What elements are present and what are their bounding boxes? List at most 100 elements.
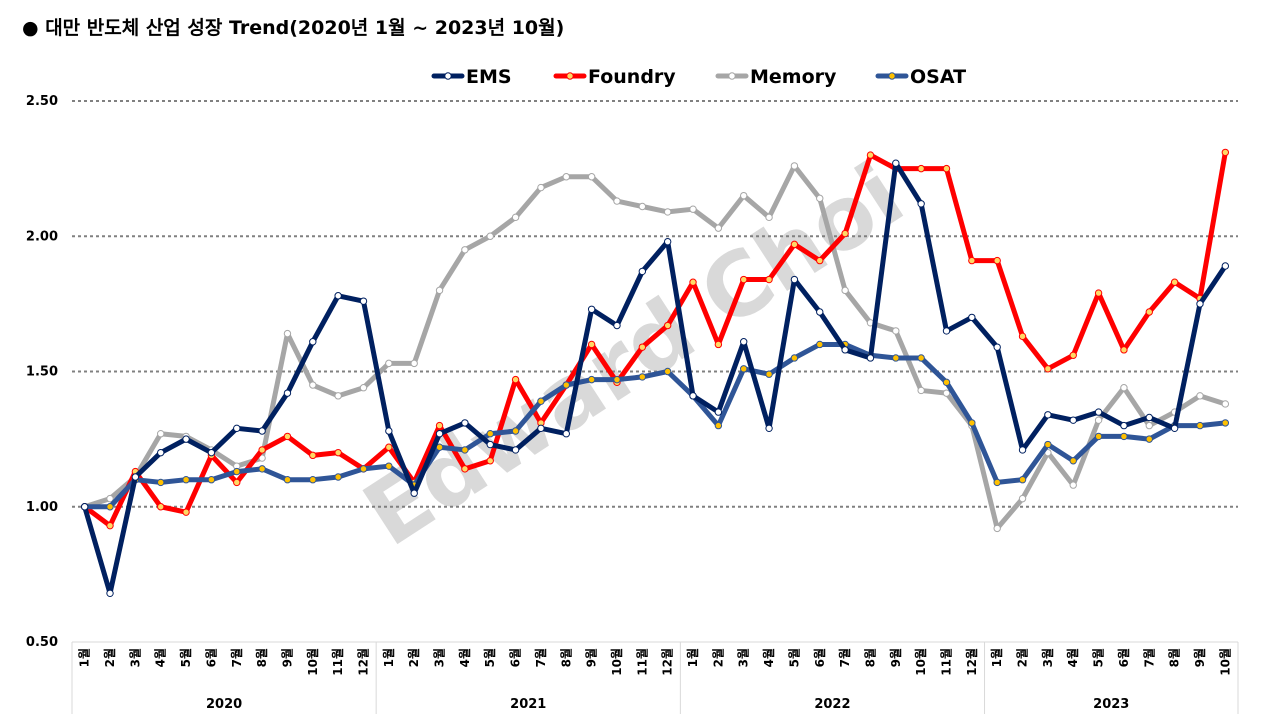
data-point	[613, 375, 621, 384]
data-point	[385, 359, 393, 368]
data-point	[1018, 332, 1027, 341]
data-point	[562, 173, 570, 181]
data-point	[740, 365, 748, 373]
data-point	[1221, 400, 1230, 408]
data-point	[359, 384, 368, 392]
data-point	[182, 476, 190, 484]
x-month-label: 3월	[127, 648, 142, 667]
legend-label: Memory	[750, 66, 837, 88]
data-point	[790, 162, 799, 170]
data-point	[1094, 289, 1103, 297]
x-month-label: 8월	[1167, 648, 1182, 667]
x-month-label: 1월	[989, 648, 1004, 667]
x-month-label: 10월	[305, 648, 320, 676]
data-point	[435, 421, 444, 430]
data-point	[1018, 494, 1027, 503]
x-month-label: 7월	[1141, 648, 1156, 667]
legend-label: EMS	[466, 66, 512, 88]
data-point	[461, 419, 469, 427]
data-point	[486, 457, 494, 465]
data-point	[1170, 278, 1179, 286]
x-month-label: 4월	[457, 648, 472, 667]
data-point	[917, 386, 925, 395]
data-point	[1145, 308, 1153, 316]
data-point	[157, 503, 165, 511]
data-point	[816, 308, 824, 316]
data-point	[334, 448, 342, 457]
data-point	[283, 389, 292, 397]
data-point	[892, 327, 900, 335]
legend-marker	[888, 72, 896, 80]
data-point	[968, 419, 976, 427]
data-point	[1221, 262, 1230, 270]
data-point	[334, 473, 342, 481]
data-point	[841, 346, 849, 354]
legend-label: OSAT	[910, 66, 966, 88]
data-point	[790, 354, 799, 362]
data-point	[283, 329, 292, 338]
x-month-label: 9월	[1192, 648, 1207, 667]
x-month-label: 11월	[634, 648, 649, 676]
data-point	[689, 205, 697, 213]
x-month-label: 1월	[381, 648, 396, 667]
data-point	[942, 389, 951, 397]
data-point	[537, 397, 545, 405]
data-point	[1069, 481, 1077, 489]
data-point	[1120, 421, 1128, 430]
data-point	[740, 275, 748, 284]
data-point	[866, 354, 875, 362]
data-point	[1196, 392, 1204, 400]
data-point	[309, 381, 317, 389]
data-point	[435, 286, 444, 295]
data-point	[537, 424, 545, 433]
x-month-label: 6월	[203, 648, 218, 667]
data-point	[993, 478, 1001, 487]
y-tick-label: 1.00	[26, 500, 58, 515]
x-month-label: 4월	[1065, 648, 1080, 667]
data-point	[385, 427, 393, 435]
x-month-label: 8월	[558, 648, 573, 667]
data-point	[309, 451, 317, 460]
series-ems	[80, 159, 1230, 598]
y-axis-ticks: 0.50 1.00 1.50 2.00 2.50	[26, 94, 58, 650]
data-point	[283, 476, 292, 484]
data-point	[1120, 346, 1128, 354]
x-month-label: 10월	[913, 648, 928, 676]
y-tick-label: 0.50	[26, 635, 58, 650]
data-point	[359, 297, 368, 305]
data-point	[638, 343, 647, 351]
data-point	[233, 467, 241, 476]
x-month-label: 10월	[1217, 648, 1232, 676]
legend-marker	[444, 72, 452, 80]
data-point	[309, 338, 317, 346]
legend-label: Foundry	[588, 66, 676, 88]
data-point	[587, 340, 596, 349]
data-point	[461, 446, 469, 454]
data-point	[1145, 421, 1153, 430]
data-point	[1145, 413, 1153, 422]
chart-title: ● 대만 반도체 산업 성장 Trend(2020년 1월 ~ 2023년 10…	[22, 17, 564, 39]
data-point	[765, 370, 773, 378]
legend-item-osat: OSAT	[875, 66, 966, 88]
data-point	[1094, 408, 1103, 416]
legend: EMS Foundry Memory OSAT	[431, 66, 966, 88]
data-point	[816, 340, 824, 349]
x-month-label: 10월	[609, 648, 624, 676]
data-point	[866, 151, 875, 159]
data-point	[511, 213, 520, 222]
data-point	[486, 430, 494, 438]
data-point	[461, 246, 469, 254]
data-point	[258, 465, 266, 473]
data-point	[207, 476, 216, 484]
x-month-label: 7월	[837, 648, 852, 667]
data-point	[309, 476, 317, 484]
data-point	[663, 208, 672, 216]
x-year-label: 2023	[1093, 697, 1129, 712]
data-point	[1221, 419, 1230, 427]
data-point	[968, 313, 976, 322]
x-month-label: 4월	[761, 648, 776, 667]
x-month-label: 11월	[330, 648, 345, 676]
x-month-label: 9월	[584, 648, 599, 667]
data-point	[917, 354, 925, 362]
